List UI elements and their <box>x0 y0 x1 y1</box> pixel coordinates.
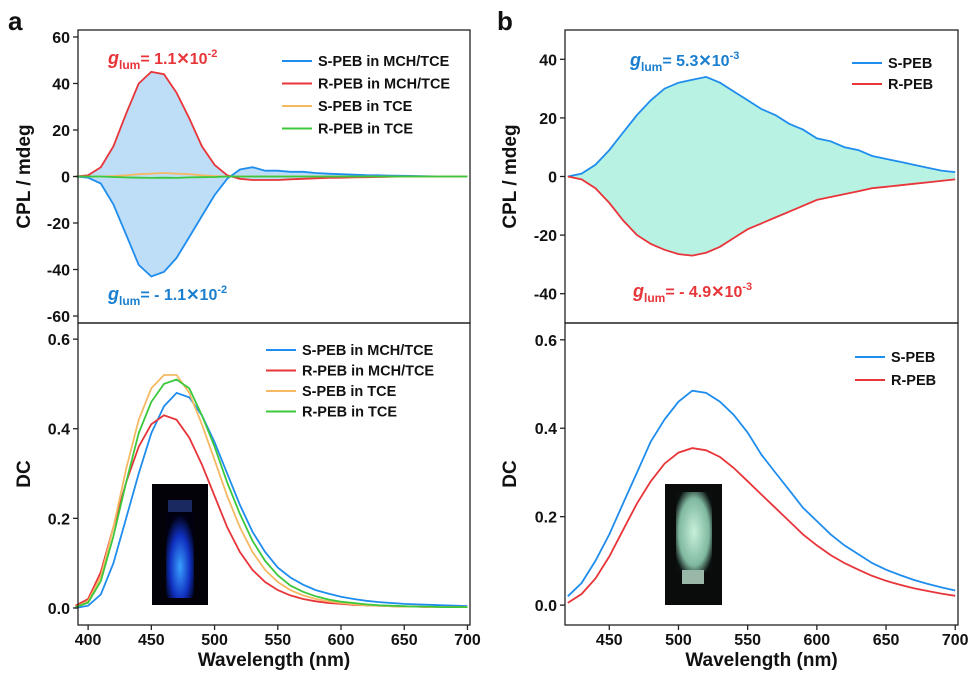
y-tick-label: 20 <box>539 111 557 128</box>
g-symbol: g <box>107 284 119 304</box>
g-lum-annotation: glum= 5.3✕10-3 <box>629 50 739 74</box>
x-tick-label: 500 <box>201 632 228 649</box>
series-line <box>567 389 956 597</box>
legend-label: R-PEB in TCE <box>318 122 413 138</box>
series-line <box>75 378 468 608</box>
legend-label: S-PEB <box>888 56 932 72</box>
legend-label: R-PEB <box>888 77 933 93</box>
x-tick-label: 700 <box>942 632 969 649</box>
legend-label: R-PEB <box>891 373 936 389</box>
legend-label: R-PEB in MCH/TCE <box>318 77 450 93</box>
y-tick-label: 20 <box>52 123 70 140</box>
annotation-text: = 5.3✕10 <box>662 53 729 70</box>
series-line <box>75 391 468 609</box>
shaded-area <box>75 71 468 277</box>
x-tick-label: 700 <box>454 632 481 649</box>
x-tick-label: 600 <box>804 632 831 649</box>
x-tick-label: 600 <box>328 632 355 649</box>
g-symbol: g <box>629 50 641 70</box>
y-tick-label: -40 <box>47 263 70 280</box>
x-tick-label: 450 <box>138 632 165 649</box>
x-tick-label: 650 <box>873 632 900 649</box>
vial-photo <box>152 484 208 605</box>
legend-label: S-PEB in TCE <box>318 99 413 115</box>
legend-label: S-PEB in TCE <box>302 384 397 400</box>
legend-label: S-PEB <box>891 350 935 366</box>
series-line <box>567 447 956 604</box>
x-tick-label: 400 <box>75 632 102 649</box>
plot-frame <box>77 322 471 626</box>
y-axis-label: CPL / mdeg <box>14 124 35 228</box>
y-tick-label: 0.6 <box>48 332 70 349</box>
vial-photo <box>665 484 722 605</box>
x-tick-label: 650 <box>391 632 418 649</box>
g-symbol: g <box>632 281 644 301</box>
x-tick-label: 450 <box>596 632 623 649</box>
y-tick-label: 0.0 <box>48 601 70 618</box>
y-tick-label: 0.6 <box>535 333 557 350</box>
y-tick-label: 40 <box>539 52 557 69</box>
g-symbol: g <box>107 48 119 68</box>
series-line <box>567 175 956 257</box>
y-axis-label: DC <box>14 460 35 488</box>
subscript: lum <box>644 291 665 305</box>
y-tick-label: 0 <box>61 170 70 187</box>
y-axis-label: CPL / mdeg <box>500 124 521 228</box>
y-tick-label: 0 <box>548 170 557 187</box>
y-tick-label: -20 <box>47 216 70 233</box>
legend-label: S-PEB in MCH/TCE <box>318 54 450 70</box>
series-line <box>75 414 468 608</box>
y-tick-label: 0.2 <box>48 511 70 528</box>
y-tick-label: 0.2 <box>535 510 557 527</box>
x-tick-label: 550 <box>734 632 761 649</box>
g-lum-annotation: glum= - 1.1✕10-2 <box>107 284 227 308</box>
series-line <box>567 75 956 178</box>
superscript: -3 <box>742 281 752 293</box>
y-tick-label: -60 <box>47 309 70 326</box>
legend-label: S-PEB in MCH/TCE <box>302 343 434 359</box>
y-tick-label: 0.4 <box>535 421 557 438</box>
y-tick-label: -40 <box>534 287 557 304</box>
annotation-text: = - 4.9✕10 <box>665 284 742 301</box>
shaded-area <box>567 76 956 256</box>
superscript: -2 <box>208 48 218 60</box>
y-axis-label: DC <box>500 460 521 488</box>
panel-label: a <box>8 6 23 36</box>
annotation-text: = 1.1✕10 <box>140 51 207 68</box>
plot-frame <box>564 322 959 626</box>
series-line <box>75 175 468 179</box>
subscript: lum <box>641 60 662 74</box>
superscript: -2 <box>217 284 227 296</box>
subscript: lum <box>119 294 140 308</box>
x-tick-label: 550 <box>264 632 291 649</box>
x-axis-label: Wavelength (nm) <box>198 650 350 671</box>
legend-label: R-PEB in MCH/TCE <box>302 364 434 380</box>
legend-label: R-PEB in TCE <box>302 405 397 421</box>
panel-label: b <box>497 6 513 36</box>
superscript: -3 <box>730 50 740 62</box>
x-tick-label: 500 <box>665 632 692 649</box>
y-tick-label: 0.0 <box>535 598 557 615</box>
y-tick-label: 0.4 <box>48 422 70 439</box>
subscript: lum <box>119 58 140 72</box>
x-axis-label: Wavelength (nm) <box>685 650 837 671</box>
y-tick-label: -20 <box>534 228 557 245</box>
y-tick-label: 40 <box>52 76 70 93</box>
y-tick-label: 60 <box>52 30 70 47</box>
annotation-text: = - 1.1✕10 <box>140 287 217 304</box>
g-lum-annotation: glum= - 4.9✕10-3 <box>632 281 752 305</box>
g-lum-annotation: glum= 1.1✕10-2 <box>107 48 217 72</box>
